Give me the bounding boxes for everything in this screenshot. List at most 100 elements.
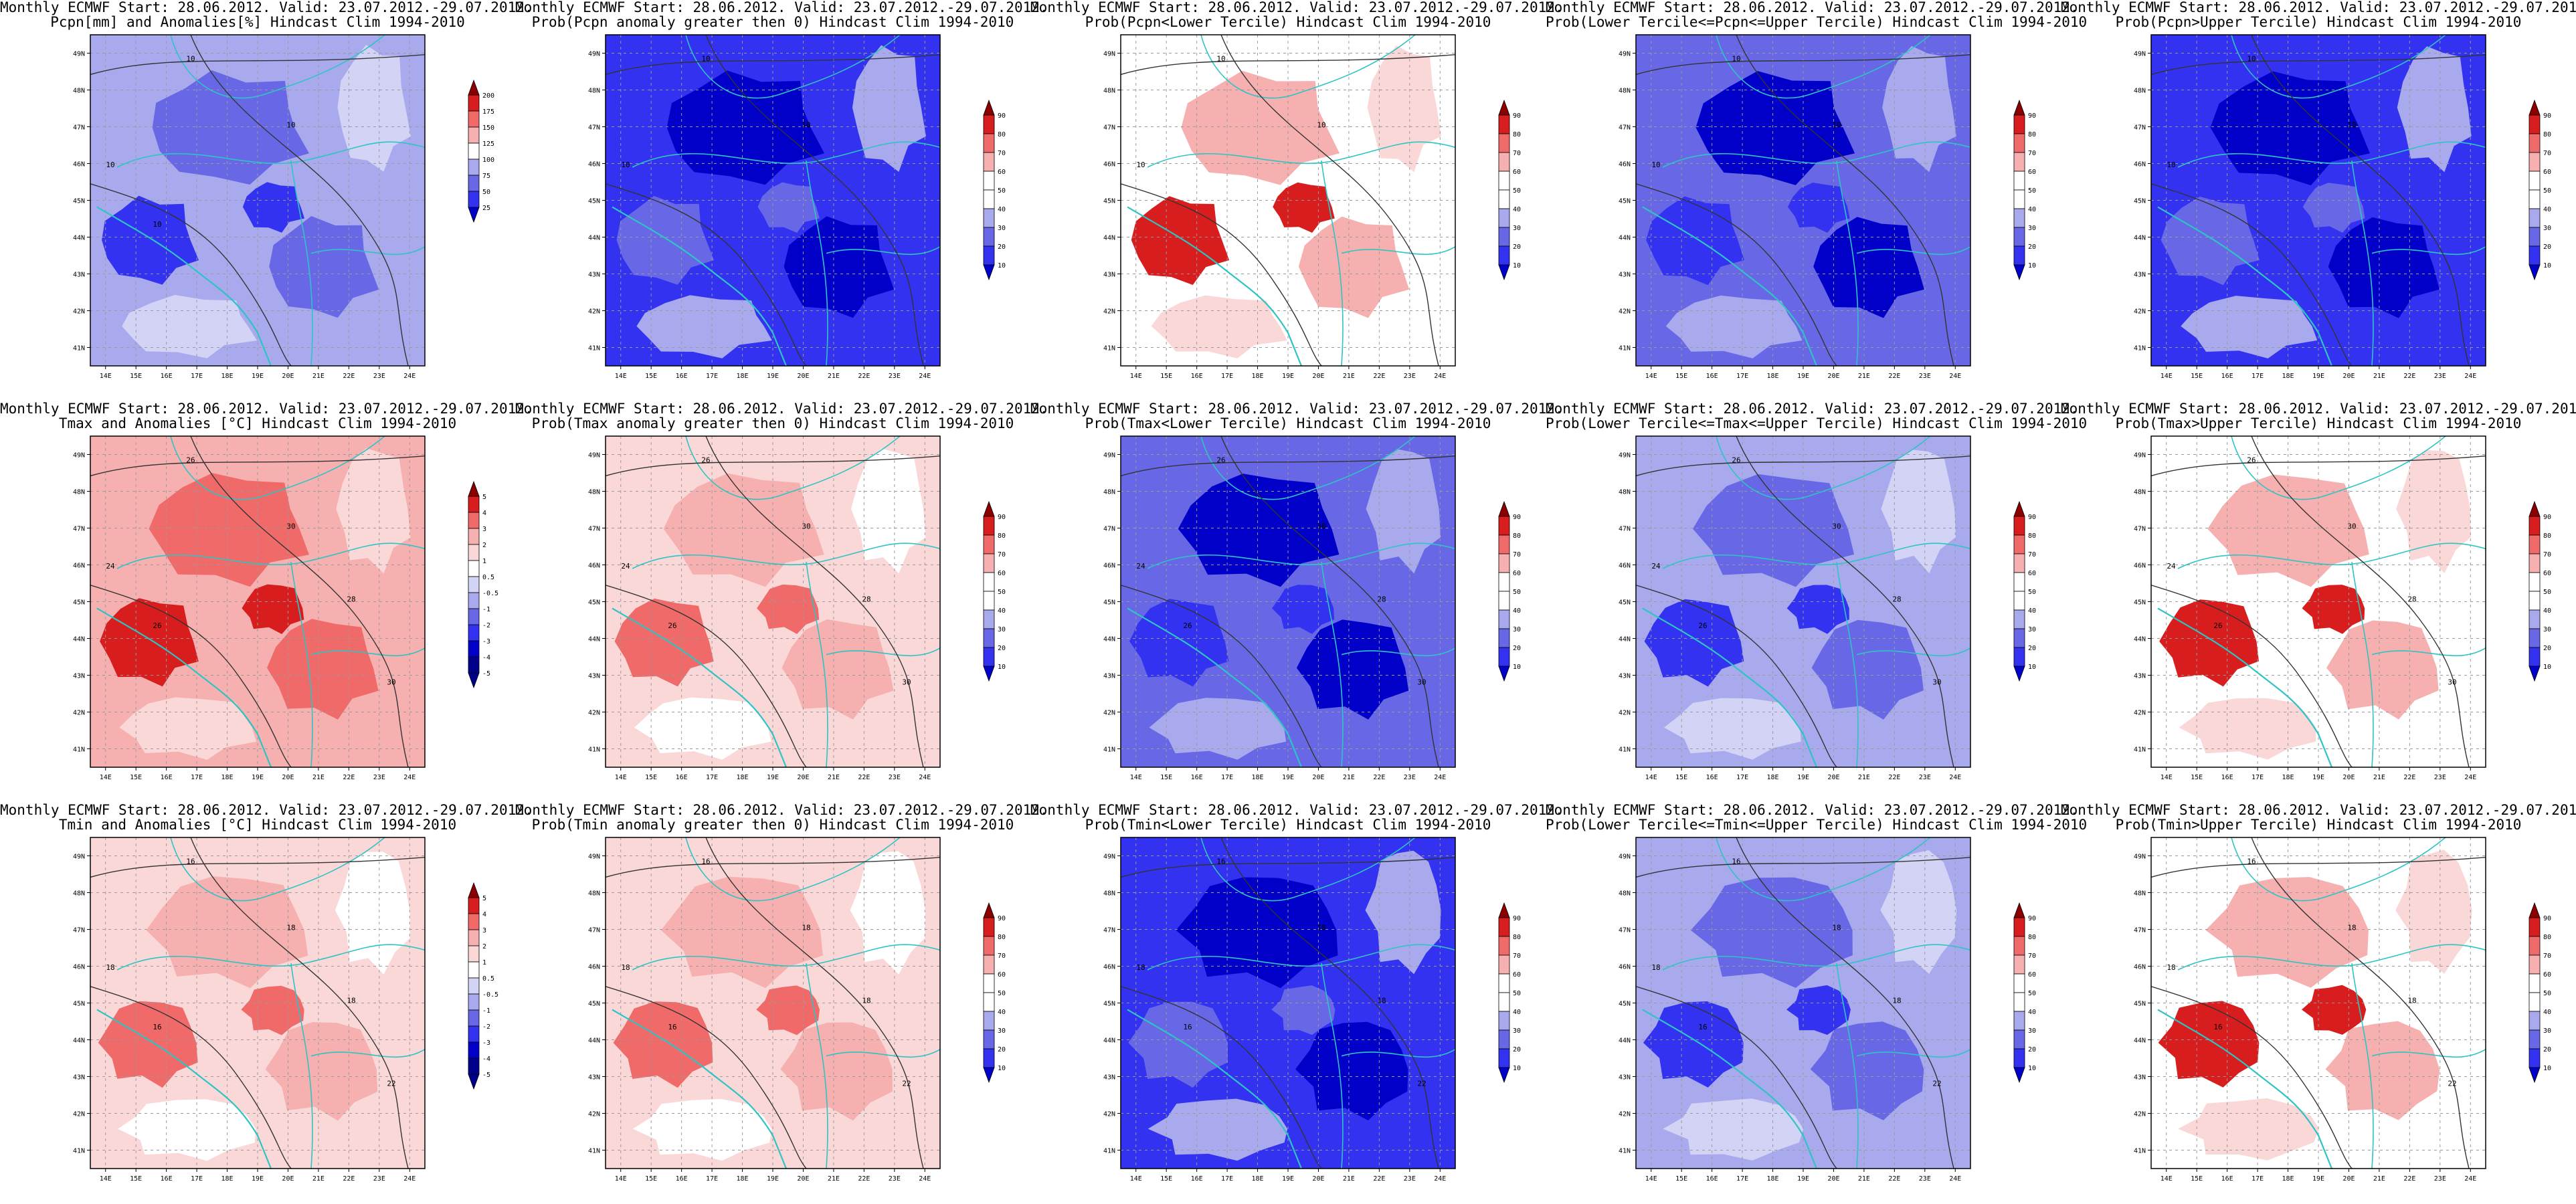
lon-tick-label: 20E — [1827, 373, 1839, 380]
lat-tick-label: 41N — [73, 345, 85, 353]
contour-line — [90, 585, 292, 767]
colorbar-label: 80 — [2543, 131, 2551, 138]
contour-label: 18 — [347, 997, 355, 1005]
colorbar-label: 50 — [2028, 990, 2036, 997]
lon-tick-label: 14E — [2160, 1175, 2173, 1183]
country-border — [1716, 35, 1931, 99]
contour-label: 10 — [106, 161, 114, 169]
panel-title: Tmax and Anomalies [°C] Hindcast Clim 19… — [58, 415, 457, 431]
lon-tick-label: 19E — [1797, 1175, 1809, 1183]
contour-label: 18 — [1317, 924, 1325, 932]
lon-tick-label: 19E — [1282, 373, 1294, 380]
contour-label: 16 — [153, 1023, 161, 1031]
coastline — [1642, 1009, 1818, 1169]
lat-tick-label: 45N — [2134, 198, 2146, 205]
colorbar-label: 30 — [998, 225, 1006, 232]
contour-label: 18 — [1136, 963, 1145, 972]
contour-label: 24 — [1136, 562, 1145, 571]
lat-tick-label: 49N — [2134, 452, 2146, 460]
shaded-area — [1643, 1001, 1744, 1088]
shaded-area — [335, 851, 410, 975]
shaded-area — [2302, 985, 2367, 1035]
colorbar-label: -5 — [482, 1072, 490, 1079]
lat-tick-label: 43N — [73, 272, 85, 279]
contour-label: 26 — [186, 456, 195, 465]
lon-tick-label: 20E — [1312, 1175, 1324, 1183]
contour-line — [1121, 54, 1455, 76]
colorbar-label: 40 — [2543, 206, 2551, 213]
colorbar-label: 60 — [2028, 971, 2036, 979]
country-border — [2231, 436, 2446, 500]
lon-tick-label: 18E — [221, 774, 234, 781]
map-plot: 10 10 10 10 14E 15E 16E 17E 18E 19E 20E 21E 22E 23E 24… — [73, 34, 494, 380]
colorbar-label: 90 — [2028, 514, 2036, 521]
contour-line — [1121, 183, 1322, 366]
lat-tick-label: 46N — [1103, 964, 1115, 971]
lat-tick-label: 47N — [588, 526, 600, 533]
shaded-area — [2160, 196, 2260, 286]
shaded-area — [2205, 877, 2369, 988]
map-panel: Monthly ECMWF Start: 28.06.2012. Valid: … — [515, 803, 1048, 1204]
lon-tick-label: 15E — [645, 1175, 657, 1183]
colorbar-label: 10 — [998, 262, 1006, 270]
colorbar-label: 90 — [1513, 514, 1521, 521]
lon-tick-label: 24E — [2464, 373, 2476, 380]
lon-tick-label: 16E — [161, 373, 173, 380]
shaded-area — [2396, 450, 2471, 574]
contour-label: 10 — [1136, 161, 1145, 169]
lon-tick-label: 22E — [858, 1175, 870, 1183]
colorbar: 90 80 70 60 50 40 30 20 10 — [983, 902, 1006, 1084]
lon-tick-label: 23E — [1404, 774, 1416, 781]
shaded-area — [1131, 196, 1230, 285]
colorbar-label: 10 — [1513, 1065, 1521, 1072]
panel-header: Monthly ECMWF Start: 28.06.2012. Valid: … — [1546, 401, 2079, 417]
lon-tick-label: 14E — [2160, 774, 2173, 781]
colorbar-label: 70 — [2028, 150, 2036, 157]
panel-header: Monthly ECMWF Start: 28.06.2012. Valid: … — [1030, 802, 1564, 818]
lat-tick-label: 45N — [588, 198, 600, 205]
country-border — [632, 141, 940, 168]
colorbar-label: 10 — [998, 664, 1006, 671]
country-border — [2371, 1049, 2486, 1058]
contour-line — [90, 54, 425, 76]
shaded-area — [660, 876, 823, 989]
lon-tick-label: 21E — [312, 373, 325, 380]
lat-tick-label: 48N — [1103, 489, 1115, 496]
lon-tick-label: 22E — [343, 373, 355, 380]
colorbar-label: 4 — [482, 911, 486, 918]
lon-tick-label: 21E — [1858, 1175, 1870, 1183]
panel-title: Tmin and Anomalies [°C] Hindcast Clim 19… — [58, 817, 457, 833]
shaded-area — [1271, 985, 1336, 1035]
colorbar-label: 90 — [2543, 112, 2551, 120]
contour-label: 18 — [862, 997, 870, 1005]
lon-tick-label: 21E — [1343, 774, 1355, 781]
colorbar-label: 90 — [1513, 112, 1521, 120]
lon-tick-label: 22E — [858, 774, 870, 781]
lon-tick-label: 17E — [2251, 1175, 2264, 1183]
shaded-area — [784, 216, 895, 318]
colorbar-label: 70 — [2543, 150, 2551, 157]
contour-label: 28 — [1892, 595, 1901, 604]
colorbar-label: 60 — [2543, 169, 2551, 176]
lon-tick-label: 21E — [1858, 373, 1870, 380]
contour-label: 10 — [1651, 161, 1660, 169]
colorbar: 90 80 70 60 50 40 30 20 10 — [983, 500, 1006, 682]
map-plot: 10 10 10 14E 15E 16E 17E 18E 19E 20E 21E 22E 23E 24E 4… — [1103, 34, 1521, 380]
country-border — [170, 35, 385, 99]
colorbar-label: 0.5 — [482, 975, 494, 983]
shaded-area — [1178, 474, 1340, 587]
lon-tick-label: 21E — [1343, 1175, 1355, 1183]
shaded-area — [2395, 849, 2472, 974]
lat-tick-label: 44N — [1103, 1037, 1115, 1045]
lat-tick-label: 48N — [2134, 890, 2146, 898]
colorbar: 200 175 150 125 100 75 50 25 — [468, 79, 494, 223]
lon-tick-label: 19E — [252, 774, 264, 781]
lat-tick-label: 41N — [2134, 746, 2146, 754]
lat-tick-label: 45N — [2134, 599, 2146, 607]
lat-tick-label: 41N — [2134, 345, 2146, 353]
map-plot: 10 10 10 14E 15E 16E 17E 18E 19E 20E 21E 22E 23E 24E 4… — [1619, 34, 2036, 380]
country-border — [1321, 963, 1344, 1169]
contour-label: 26 — [701, 456, 710, 465]
contour-line — [1636, 456, 1970, 477]
colorbar-label: 30 — [2543, 626, 2551, 633]
